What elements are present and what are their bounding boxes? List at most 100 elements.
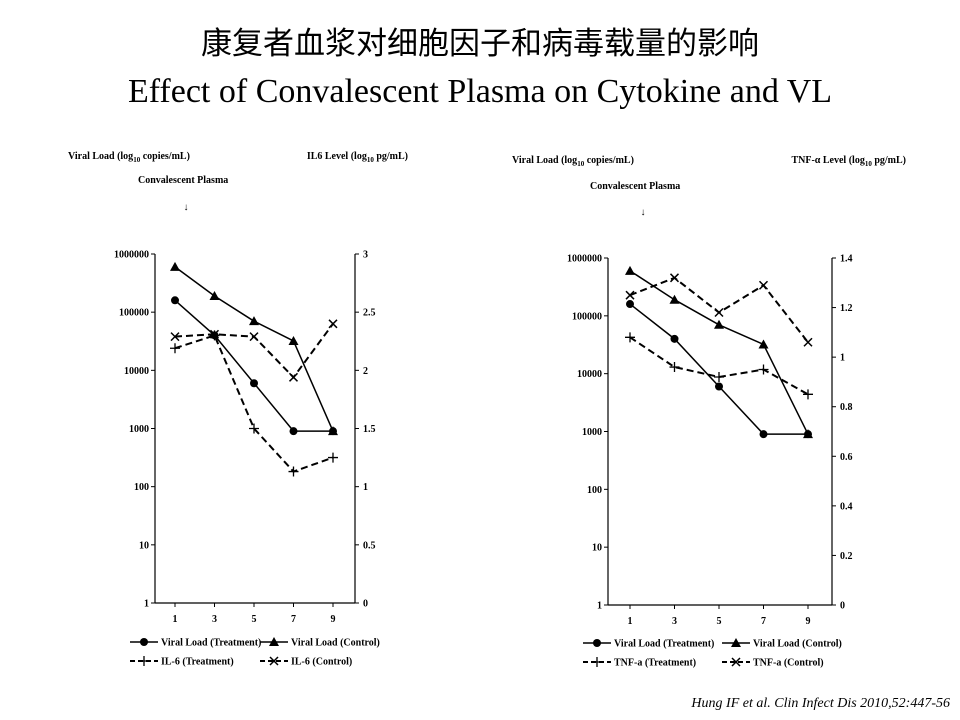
- slide-title-chinese: 康复者血浆对细胞因子和病毒载量的影响: [201, 26, 759, 62]
- right-tick-label: 1.2: [840, 303, 853, 314]
- slide-title-english: Effect of Convalescent Plasma on Cytokin…: [127, 73, 833, 110]
- legend-label: Viral Load (Treatment): [614, 639, 714, 650]
- legend-label: Viral Load (Control): [291, 638, 380, 649]
- data-point: [209, 290, 220, 300]
- legend-entry: TNF-a (Control): [722, 657, 824, 669]
- data-point: [758, 339, 769, 349]
- data-point: [626, 300, 634, 309]
- down-arrow-icon: ↓: [184, 202, 189, 213]
- legend-label: Viral Load (Control): [753, 639, 842, 650]
- data-point: [758, 364, 769, 375]
- data-point: [669, 294, 680, 304]
- left-tick-label: 10000: [577, 369, 602, 380]
- legend-entry: TNF-a (Treatment): [583, 657, 696, 669]
- legend-entry: IL-6 (Treatment): [130, 656, 234, 668]
- left-axis-label: Viral Load (log10 copies/mL): [512, 155, 634, 168]
- right-tick-label: 0.4: [840, 501, 853, 512]
- legend-label: IL-6 (Treatment): [161, 657, 234, 668]
- legend-marker: [139, 656, 149, 666]
- data-point: [758, 280, 769, 290]
- right-tick-label: 0.8: [840, 402, 853, 413]
- legend-entry: IL-6 (Control): [260, 656, 352, 668]
- data-point: [328, 452, 338, 463]
- data-point: [670, 334, 679, 343]
- left-tick-label: 10: [592, 543, 602, 554]
- left-axis-label: Viral Load (log10 copies/mL): [68, 151, 190, 164]
- right-tick-label: 0.6: [840, 452, 853, 463]
- left-tick-label: 1000: [129, 424, 149, 435]
- data-point: [714, 371, 724, 382]
- legend-label: IL-6 (Control): [291, 657, 352, 668]
- data-point: [249, 316, 259, 326]
- x-tick-label: 9: [331, 614, 336, 625]
- series-circle: [626, 300, 812, 439]
- left-tick-label: 100: [587, 485, 602, 496]
- series-line: [174, 334, 334, 473]
- left-tick-label: 10000: [124, 366, 149, 377]
- x-tick-label: 5: [717, 616, 722, 627]
- convalescent-plasma-annotation: Convalescent Plasma: [138, 175, 228, 186]
- right-tick-label: 0: [363, 599, 368, 610]
- x-tick-label: 3: [672, 616, 677, 627]
- legend-marker: [269, 656, 279, 666]
- series-triangle: [170, 261, 338, 436]
- data-point: [803, 337, 813, 347]
- data-point: [288, 466, 299, 477]
- convalescent-plasma-annotation: Convalescent Plasma: [590, 181, 680, 192]
- data-point: [171, 296, 179, 305]
- chart-1-plot: 1 10 100 1000 10000 100000 1000000 0 0.5 1 1.5 2 2.5…: [68, 151, 408, 668]
- legend-marker: [269, 637, 279, 646]
- right-tick-label: 2: [363, 366, 368, 377]
- right-tick-label: 0.5: [363, 540, 376, 551]
- right-tick-label: 1: [840, 353, 845, 364]
- x-tick-label: 7: [291, 614, 296, 625]
- legend-entry: Viral Load (Control): [260, 637, 380, 649]
- left-tick-label: 1: [597, 601, 602, 612]
- data-point: [170, 261, 180, 271]
- data-point: [170, 332, 180, 342]
- legend-label: TNF-a (Control): [753, 658, 824, 669]
- legend-label: Viral Load (Treatment): [161, 638, 261, 649]
- data-point: [625, 290, 635, 300]
- left-tick-label: 1000: [582, 427, 602, 438]
- series-cross: [625, 273, 813, 347]
- left-tick-label: 1000000: [567, 254, 602, 265]
- x-tick-label: 5: [252, 614, 257, 625]
- right-tick-label: 1: [363, 482, 368, 493]
- data-point: [715, 382, 723, 391]
- right-tick-label: 2.5: [363, 308, 376, 319]
- x-tick-label: 1: [173, 614, 178, 625]
- legend-marker: [593, 639, 601, 647]
- right-tick-label: 1.5: [363, 424, 376, 435]
- legend-entry: Viral Load (Control): [722, 638, 842, 650]
- right-axis-label: TNF-α Level (log10 pg/mL): [791, 155, 906, 168]
- chart-2-plot: 1 10 100 1000 10000 100000 1000000 0 0.2 0.4 0.6 0.…: [512, 155, 906, 669]
- x-tick-label: 9: [806, 616, 811, 627]
- left-tick-label: 1: [144, 599, 149, 610]
- legend-label: TNF-a (Treatment): [614, 658, 696, 669]
- data-point: [803, 429, 813, 439]
- legend-marker: [140, 638, 148, 646]
- data-point: [669, 362, 680, 373]
- x-tick-label: 3: [212, 614, 217, 625]
- legend-marker: [592, 657, 602, 667]
- data-point: [249, 332, 259, 342]
- series-plus: [625, 332, 813, 400]
- data-point: [625, 265, 635, 275]
- series-cross: [170, 319, 338, 382]
- data-point: [714, 319, 724, 329]
- legend-entry: Viral Load (Treatment): [583, 639, 714, 650]
- legend-entry: Viral Load (Treatment): [130, 638, 261, 649]
- right-tick-label: 0: [840, 601, 845, 612]
- x-tick-label: 1: [628, 616, 633, 627]
- left-tick-label: 10: [139, 540, 149, 551]
- citation: Hung IF et al. Clin Infect Dis 2010,52:4…: [691, 696, 950, 711]
- data-point: [328, 319, 338, 329]
- right-tick-label: 1.4: [840, 254, 853, 265]
- left-tick-label: 1000000: [114, 250, 149, 261]
- data-point: [669, 273, 680, 283]
- data-point: [759, 430, 768, 439]
- data-point: [714, 307, 724, 318]
- series-line: [629, 270, 809, 435]
